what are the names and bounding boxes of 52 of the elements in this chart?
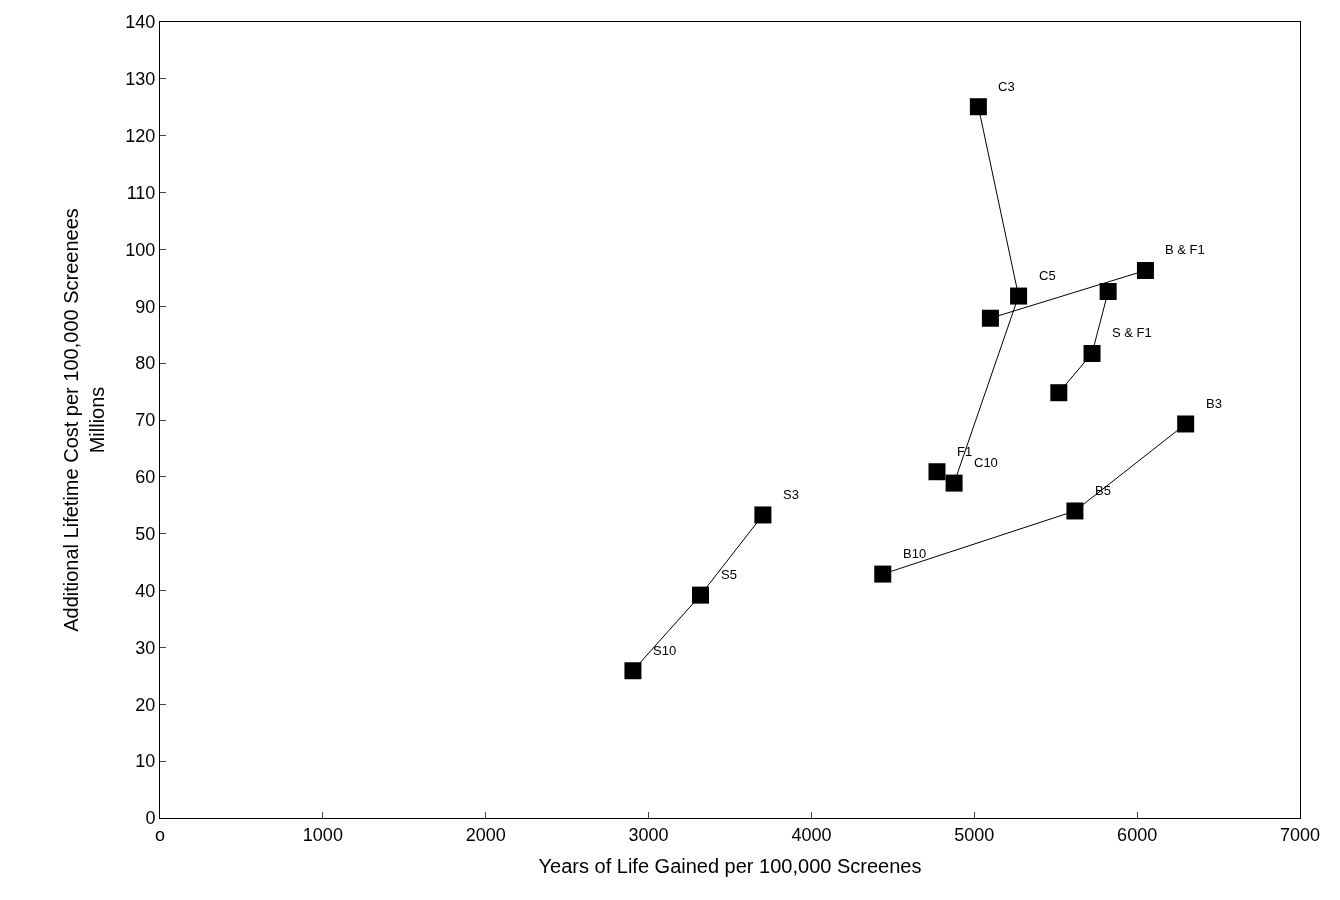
point — [624, 662, 642, 680]
y-tick-label: 0 — [145, 808, 156, 829]
annotation: S5 — [721, 567, 737, 582]
annotation: C10 — [974, 455, 998, 470]
point — [1099, 283, 1117, 300]
annotation: C3 — [998, 79, 1015, 94]
annotation: B5 — [1095, 483, 1111, 498]
y-tick-label: 50 — [135, 524, 156, 545]
annotation: B10 — [903, 546, 927, 561]
y-tick-label: 110 — [126, 182, 156, 203]
y-axis-title: Additional Lifetime Cost per 100,000 Screenees Millions — [59, 208, 108, 632]
y-tick-label: 140 — [125, 12, 156, 33]
x-tick-label: 4000 — [791, 824, 832, 845]
y-tick-label: 80 — [135, 353, 156, 374]
point — [1066, 502, 1084, 520]
y-tick-label: 40 — [135, 580, 156, 601]
y-tick-label: 30 — [135, 637, 156, 658]
x-tick-label: o — [154, 824, 166, 845]
x-tick-label: 1000 — [302, 824, 343, 845]
x-tick-label: 7000 — [1279, 824, 1321, 845]
annotation: S & F1 — [1112, 325, 1152, 340]
annotation: S10 — [653, 643, 677, 658]
point — [928, 463, 946, 481]
x-axis-title: Years of Life Gained per 100,000 Screenes — [538, 855, 922, 878]
point — [945, 474, 963, 492]
y-tick-label: 120 — [125, 126, 156, 147]
y-tick-label: 100 — [125, 239, 156, 260]
y-tick-label: 70 — [135, 410, 156, 431]
y-tick-label: 60 — [135, 467, 156, 488]
annotation: B3 — [1206, 396, 1222, 411]
point — [1050, 384, 1068, 402]
point — [874, 565, 892, 583]
y-tick-label: 130 — [125, 69, 156, 90]
x-tick-label: 5000 — [954, 824, 995, 845]
point — [754, 506, 772, 524]
point — [1083, 344, 1101, 362]
point — [1010, 287, 1028, 305]
y-tick-label: 10 — [135, 751, 156, 772]
x-tick-label: 2000 — [465, 824, 506, 845]
y-tick-label: 20 — [135, 694, 156, 715]
point — [1136, 261, 1154, 279]
point — [692, 586, 710, 604]
annotation: B & F1 — [1165, 242, 1205, 257]
annotation: C5 — [1039, 268, 1056, 283]
point — [981, 309, 999, 327]
point — [1177, 415, 1195, 433]
x-tick-label: 6000 — [1117, 824, 1158, 845]
y-tick-label: 90 — [135, 296, 156, 317]
annotation: F1 — [957, 444, 973, 459]
point — [969, 98, 987, 116]
annotation: S3 — [783, 487, 799, 502]
x-tick-label: 3000 — [628, 824, 669, 845]
